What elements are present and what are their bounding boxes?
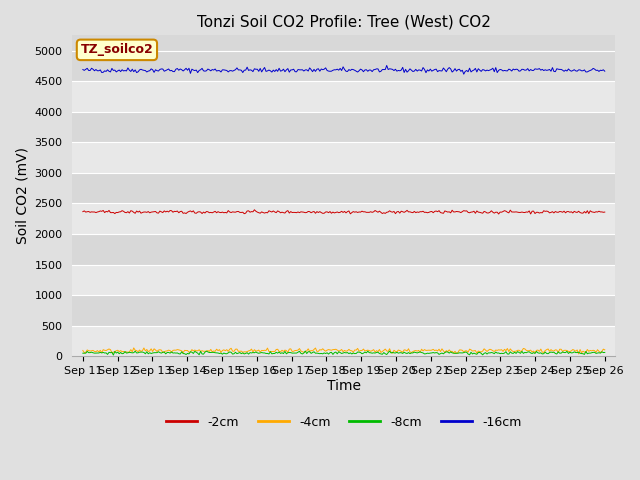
Bar xyxy=(72,173,615,204)
Bar xyxy=(72,326,615,356)
Bar xyxy=(72,50,615,81)
Text: TZ_soilco2: TZ_soilco2 xyxy=(81,43,154,56)
Bar xyxy=(72,295,615,326)
Bar xyxy=(72,81,615,112)
Bar xyxy=(72,234,615,264)
Title: Tonzi Soil CO2 Profile: Tree (West) CO2: Tonzi Soil CO2 Profile: Tree (West) CO2 xyxy=(197,15,491,30)
Y-axis label: Soil CO2 (mV): Soil CO2 (mV) xyxy=(15,147,29,244)
X-axis label: Time: Time xyxy=(327,379,361,393)
Bar xyxy=(72,143,615,173)
Bar xyxy=(72,36,615,50)
Bar xyxy=(72,264,615,295)
Bar xyxy=(72,112,615,143)
Bar xyxy=(72,204,615,234)
Legend: -2cm, -4cm, -8cm, -16cm: -2cm, -4cm, -8cm, -16cm xyxy=(161,411,527,434)
